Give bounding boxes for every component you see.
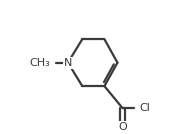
Text: CH₃: CH₃: [29, 58, 50, 68]
Text: Cl: Cl: [140, 103, 151, 113]
Text: O: O: [118, 122, 127, 132]
Text: N: N: [64, 58, 72, 68]
